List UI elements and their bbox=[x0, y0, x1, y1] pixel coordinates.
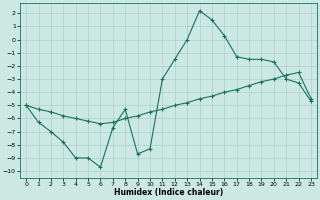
X-axis label: Humidex (Indice chaleur): Humidex (Indice chaleur) bbox=[114, 188, 223, 197]
